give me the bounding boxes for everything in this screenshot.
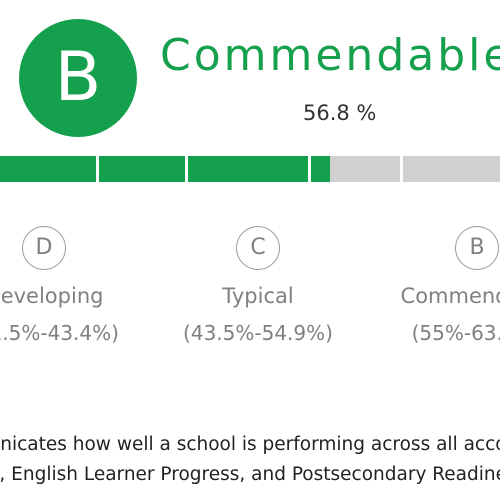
progress-segment	[99, 156, 185, 182]
progress-segment	[0, 156, 96, 182]
progress-segment-fill	[311, 156, 330, 182]
level-range: (31.5%-43.4%)	[0, 321, 119, 345]
progress-segment-empty	[330, 156, 400, 182]
grade-letter: B	[54, 38, 102, 117]
level-range: (43.5%-54.9%)	[183, 321, 333, 345]
level-badge: D	[22, 226, 66, 270]
rating-description: The rating communicates how well a schoo…	[0, 430, 500, 490]
description-line: The rating communicates how well a schoo…	[0, 434, 500, 455]
description-line: measures: Growth, English Learner Progre…	[0, 464, 500, 485]
level-badge: B	[455, 226, 499, 270]
level-commendable: B Commendable (55%-63.4%)	[377, 226, 500, 345]
level-range: (55%-63.4%)	[411, 321, 500, 345]
progress-segment	[188, 156, 308, 182]
level-name: Typical	[222, 284, 294, 308]
level-name: Commendable	[400, 284, 500, 308]
progress-segment-empty	[403, 156, 500, 182]
grade-badge: B	[19, 19, 137, 137]
level-typical: C Typical (43.5%-54.9%)	[158, 226, 358, 345]
score-value: 56.8 %	[303, 101, 377, 125]
rating-label: Commendable	[160, 30, 500, 81]
level-badge: C	[236, 226, 280, 270]
